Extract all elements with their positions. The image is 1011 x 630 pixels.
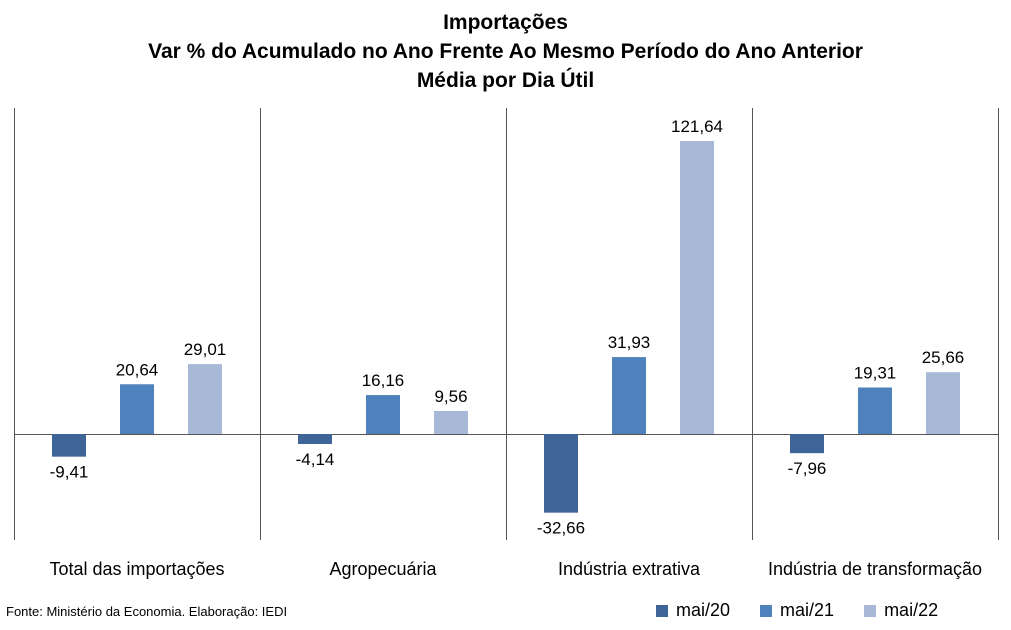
data-label: 20,64 xyxy=(116,360,159,379)
chart-title-line-1: Importações xyxy=(443,11,568,34)
bar xyxy=(544,434,578,513)
category-label: Indústria extrativa xyxy=(558,559,701,579)
source-note: Fonte: Ministério da Economia. Elaboraçã… xyxy=(6,604,288,619)
data-label: -7,96 xyxy=(788,459,827,478)
data-label: 25,66 xyxy=(922,348,965,367)
category-label: Indústria de transformação xyxy=(768,559,982,579)
legend-label-mai21: mai/21 xyxy=(780,600,835,620)
bar-chart: -9,41 20,64 29,01 Total das importações -4,1… xyxy=(14,108,999,579)
bar xyxy=(926,372,960,434)
chart-title-line-2: Var % do Acumulado no Ano Frente Ao Mesm… xyxy=(148,40,863,63)
bar xyxy=(858,387,892,434)
legend-item-mai20: mai/20 xyxy=(656,600,730,621)
bar xyxy=(680,141,714,434)
legend: mai/20 mai/21 mai/22 xyxy=(656,600,968,621)
legend-label-mai20: mai/20 xyxy=(676,600,731,620)
category-label: Total das importações xyxy=(49,559,224,579)
bar xyxy=(120,384,154,434)
bar xyxy=(188,364,222,434)
data-label: 121,64 xyxy=(671,117,723,136)
legend-swatch-mai20 xyxy=(656,604,668,617)
data-label: -4,14 xyxy=(296,450,335,469)
legend-item-mai21: mai/21 xyxy=(760,600,834,621)
bar xyxy=(298,434,332,444)
bar xyxy=(790,434,824,454)
data-label: 31,93 xyxy=(608,333,651,352)
data-label: 9,56 xyxy=(434,387,467,406)
bar xyxy=(52,434,86,457)
legend-item-mai22: mai/22 xyxy=(864,600,938,621)
chart-title: Importações Var % do Acumulado no Ano Fr… xyxy=(0,8,1011,95)
bar xyxy=(612,357,646,434)
data-label: -32,66 xyxy=(537,519,585,538)
legend-swatch-mai22 xyxy=(864,604,877,617)
data-label: 19,31 xyxy=(854,363,897,382)
bar xyxy=(434,410,468,434)
legend-label-mai22: mai/22 xyxy=(884,600,939,620)
bar xyxy=(366,395,400,434)
data-label: -9,41 xyxy=(50,463,89,482)
chart-title-line-3: Média por Dia Útil xyxy=(416,69,595,92)
category-label: Agropecuária xyxy=(329,559,437,579)
legend-swatch-mai21 xyxy=(760,604,773,617)
data-label: 16,16 xyxy=(362,371,405,390)
data-label: 29,01 xyxy=(184,340,227,359)
